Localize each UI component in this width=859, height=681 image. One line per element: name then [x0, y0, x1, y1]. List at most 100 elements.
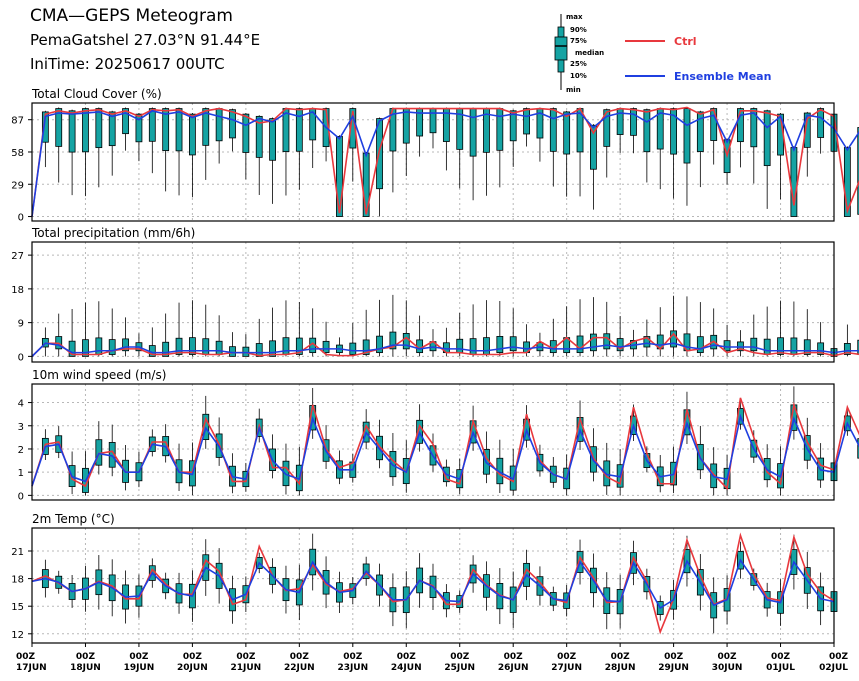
- box-body: [509, 110, 517, 142]
- box-body: [389, 331, 397, 350]
- x-tick-label-date: 20JUN: [177, 663, 208, 673]
- init-time-label: IniTime: 20250617 00UTC: [30, 55, 225, 73]
- ensemble-mean-line: [31, 558, 835, 610]
- panel-frame: [31, 241, 835, 363]
- box-body: [215, 340, 223, 355]
- box-body: [429, 108, 437, 134]
- mean-legend-label: Ensemble Mean: [674, 70, 771, 83]
- box-body: [817, 108, 825, 138]
- y-tick-label: 18: [11, 285, 24, 296]
- box-body: [215, 108, 223, 142]
- y-tick-label: 87: [11, 116, 24, 127]
- x-tick-label-hour: 00Z: [450, 652, 470, 662]
- boxplot-key: max 90% 75% median 25% 10% min: [554, 13, 604, 94]
- panel-title: 2m Temp (°C): [32, 512, 115, 526]
- box-body: [763, 338, 771, 355]
- key-90: 90%: [570, 26, 587, 34]
- box-body: [242, 346, 250, 357]
- box-body: [737, 108, 744, 143]
- box-body: [295, 108, 303, 152]
- x-tick-label-date: 27JUN: [551, 663, 582, 673]
- box-body: [255, 115, 263, 158]
- box-body: [590, 124, 597, 170]
- x-tick-label-hour: 00Z: [76, 652, 96, 662]
- box-body: [68, 110, 76, 153]
- box-body: [817, 342, 825, 355]
- box-body: [683, 108, 691, 164]
- box-body: [108, 339, 116, 355]
- box-body: [630, 108, 637, 136]
- key-max: max: [566, 13, 583, 21]
- box-body: [402, 333, 410, 350]
- y-tick-label: 4: [18, 399, 24, 410]
- box-body: [523, 108, 530, 135]
- box-body: [496, 336, 504, 354]
- box-body: [349, 342, 357, 355]
- y-tick-label: 9: [18, 319, 24, 330]
- box-body: [857, 438, 859, 459]
- box-body: [68, 340, 76, 357]
- box-body: [82, 108, 89, 153]
- box-body: [843, 147, 851, 217]
- x-tick-label-date: 26JUN: [498, 663, 529, 673]
- y-tick-label: 0: [18, 213, 24, 224]
- box-body: [162, 341, 170, 357]
- box-body: [643, 336, 651, 348]
- key-25: 25%: [570, 60, 587, 68]
- box-body: [175, 108, 183, 152]
- ctrl-line: [31, 106, 859, 217]
- y-tick-label: 29: [11, 180, 24, 191]
- y-tick-label: 27: [11, 251, 24, 262]
- box-body: [242, 113, 250, 153]
- box-body: [469, 108, 477, 157]
- box-body: [576, 335, 584, 354]
- x-tick-label-date: 30JUN: [712, 663, 743, 673]
- box-body: [336, 135, 343, 217]
- box-body: [509, 336, 517, 352]
- box-body: [643, 109, 651, 153]
- box-body: [175, 337, 183, 355]
- x-tick-label-date: 28JUN: [605, 663, 636, 673]
- panel-frame: [31, 383, 835, 501]
- key-10: 10%: [570, 72, 587, 80]
- box-body: [402, 108, 410, 144]
- box-body: [282, 337, 290, 355]
- box-body: [763, 110, 771, 167]
- ensemble-mean-line: [31, 413, 859, 487]
- x-tick-label-hour: 00Z: [343, 652, 363, 662]
- box-body: [188, 337, 196, 355]
- box-body: [803, 112, 811, 148]
- x-tick-label-date: 18JUN: [70, 663, 101, 673]
- x-tick-label-hour: 00Z: [664, 652, 684, 662]
- ensemble-mean-line: [31, 109, 859, 217]
- box-body: [549, 108, 557, 152]
- panel-title: Total precipitation (mm/6h): [31, 226, 195, 240]
- y-tick-label: 21: [11, 547, 24, 558]
- box-body: [843, 343, 851, 355]
- x-tick-label-hour: 00Z: [611, 652, 631, 662]
- key-median: median: [575, 49, 604, 57]
- box-body: [41, 111, 49, 143]
- box-body: [469, 338, 477, 355]
- ensemble-mean-line: [31, 342, 859, 357]
- box-body: [857, 339, 859, 355]
- y-tick-label: 18: [11, 575, 24, 586]
- x-tick-label-hour: 00Z: [718, 652, 738, 662]
- y-tick-label: 0: [18, 491, 24, 502]
- box-body: [790, 337, 798, 355]
- x-tick-label-hour: 00Z: [557, 652, 577, 662]
- box-body: [202, 108, 210, 146]
- box-body: [322, 340, 330, 354]
- panel-frame: [31, 102, 835, 222]
- box-body: [696, 336, 704, 354]
- box-body: [269, 340, 277, 357]
- box-body: [857, 127, 859, 215]
- box-body: [108, 111, 116, 147]
- box-body: [750, 337, 758, 352]
- box-body: [148, 108, 156, 142]
- box-body: [122, 338, 129, 352]
- x-tick-label-hour: 00Z: [397, 652, 417, 662]
- y-tick-label: 1: [18, 468, 24, 479]
- box-body: [483, 337, 490, 355]
